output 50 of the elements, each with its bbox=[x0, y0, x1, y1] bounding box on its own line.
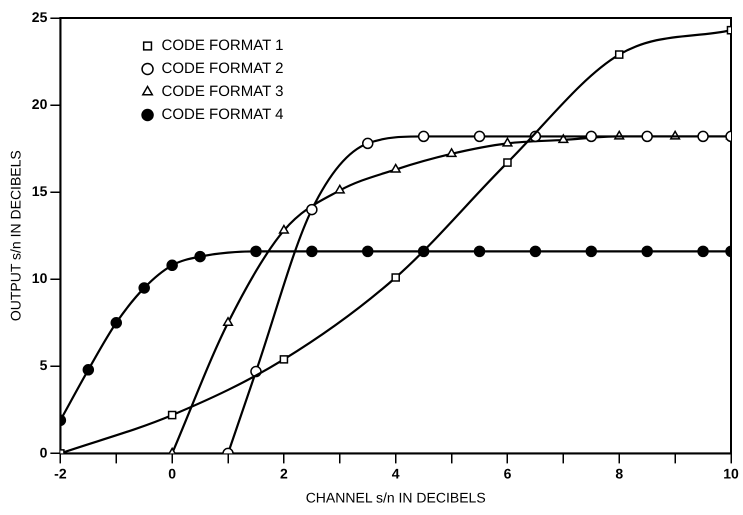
y-tick-label: 5 bbox=[40, 357, 48, 374]
y-tick-label: 20 bbox=[32, 96, 48, 112]
y-axis-title: OUTPUT s/n IN DECIBELS bbox=[7, 150, 24, 322]
x-axis-title: CHANNEL s/n IN DECIBELS bbox=[306, 489, 486, 506]
point bbox=[641, 130, 653, 142]
x-tick-label: 10 bbox=[723, 466, 739, 482]
point bbox=[530, 246, 542, 258]
legend-label: CODE FORMAT 4 bbox=[162, 106, 284, 124]
point bbox=[697, 246, 709, 258]
point bbox=[222, 317, 234, 326]
point bbox=[586, 130, 598, 142]
point bbox=[168, 410, 176, 420]
x-tick-label: 8 bbox=[615, 466, 624, 482]
y-tick-label: 0 bbox=[40, 444, 48, 460]
point bbox=[362, 138, 374, 150]
x-tick-label: 0 bbox=[168, 466, 176, 482]
y-tick-label: 15 bbox=[32, 183, 48, 200]
point bbox=[166, 260, 178, 272]
point bbox=[250, 246, 262, 258]
point bbox=[280, 355, 288, 364]
point bbox=[194, 250, 206, 262]
y-tick-label: 25 bbox=[32, 8, 48, 25]
point bbox=[641, 246, 653, 258]
y-tick-label: 10 bbox=[32, 270, 48, 286]
point bbox=[82, 364, 94, 376]
point bbox=[418, 130, 430, 142]
point bbox=[502, 138, 513, 147]
point bbox=[362, 246, 374, 258]
point bbox=[391, 273, 400, 282]
point bbox=[390, 164, 401, 173]
x-tick-label: 2 bbox=[280, 466, 288, 482]
point bbox=[474, 130, 486, 142]
point bbox=[614, 50, 624, 59]
x-tick-label: -2 bbox=[54, 466, 67, 482]
point bbox=[446, 148, 457, 158]
point bbox=[334, 184, 345, 194]
point bbox=[697, 130, 709, 142]
point bbox=[306, 246, 318, 258]
point bbox=[474, 246, 486, 258]
point bbox=[586, 246, 598, 258]
legend-label: CODE FORMAT 1 bbox=[162, 37, 284, 54]
legend-label: CODE FORMAT 3 bbox=[162, 83, 284, 100]
point bbox=[503, 158, 512, 167]
legend-label: CODE FORMAT 2 bbox=[162, 60, 284, 78]
x-tick-label: 4 bbox=[392, 466, 400, 482]
point bbox=[110, 317, 122, 329]
x-tick-label: 6 bbox=[504, 466, 512, 482]
point bbox=[278, 224, 289, 234]
point bbox=[306, 204, 318, 216]
point bbox=[138, 282, 150, 294]
